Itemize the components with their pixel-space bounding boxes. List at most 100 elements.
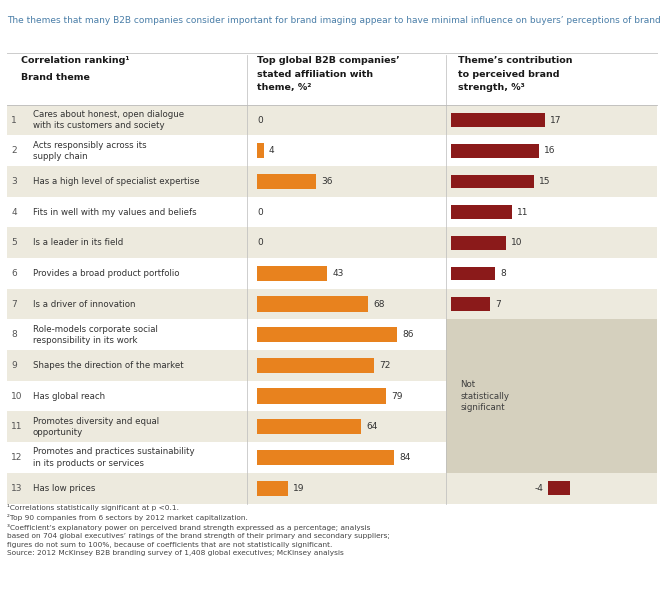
Text: 15: 15: [539, 177, 550, 186]
Bar: [7, 381, 248, 411]
Text: Provides a broad product portfolio: Provides a broad product portfolio: [33, 269, 179, 278]
Text: 86: 86: [402, 330, 414, 339]
Text: 1: 1: [11, 116, 17, 125]
Text: 7: 7: [495, 300, 501, 309]
Text: 5: 5: [11, 238, 17, 247]
Text: 11: 11: [11, 422, 23, 431]
Bar: [248, 258, 446, 289]
Text: Is a driver of innovation: Is a driver of innovation: [33, 300, 135, 309]
Bar: [248, 136, 446, 166]
Text: ¹Correlations statistically significant at p <0.1.
²Top 90 companies from 6 sect: ¹Correlations statistically significant …: [7, 504, 389, 556]
Bar: [248, 197, 446, 227]
Bar: [548, 481, 570, 495]
Text: 0: 0: [257, 207, 263, 216]
Bar: [7, 227, 248, 258]
Bar: [446, 227, 657, 258]
Bar: [451, 236, 506, 250]
Text: 12: 12: [11, 453, 23, 462]
Text: Correlation ranking¹: Correlation ranking¹: [21, 56, 129, 65]
Text: 84: 84: [399, 453, 410, 462]
Bar: [7, 258, 248, 289]
Bar: [446, 289, 657, 320]
Bar: [446, 473, 657, 504]
Bar: [248, 442, 446, 473]
Text: 0: 0: [257, 238, 263, 247]
Bar: [451, 174, 534, 188]
Text: Fits in well with my values and beliefs: Fits in well with my values and beliefs: [33, 207, 197, 216]
Text: Cares about honest, open dialogue
with its customers and society: Cares about honest, open dialogue with i…: [33, 110, 184, 130]
Bar: [7, 442, 248, 473]
Text: 2: 2: [11, 147, 17, 155]
Text: Promotes and practices sustainability
in its products or services: Promotes and practices sustainability in…: [33, 447, 195, 467]
Bar: [446, 105, 657, 136]
Bar: [248, 227, 446, 258]
Text: 10: 10: [11, 392, 23, 400]
Text: stated affiliation with: stated affiliation with: [257, 70, 373, 79]
Text: 8: 8: [500, 269, 506, 278]
Bar: [248, 289, 446, 320]
Text: 6: 6: [11, 269, 17, 278]
Text: 3: 3: [11, 177, 17, 186]
Text: Is a leader in its field: Is a leader in its field: [33, 238, 123, 247]
Bar: [7, 166, 248, 197]
Bar: [446, 136, 657, 166]
Bar: [7, 411, 248, 442]
Bar: [7, 350, 248, 381]
Text: 13: 13: [11, 484, 23, 493]
Bar: [257, 174, 316, 189]
Bar: [248, 381, 446, 411]
Text: Not
statistically
significant: Not statistically significant: [460, 380, 509, 412]
Bar: [248, 473, 446, 504]
Text: strength, %³: strength, %³: [457, 83, 525, 92]
Bar: [257, 143, 264, 159]
Bar: [257, 297, 368, 312]
Bar: [7, 197, 248, 227]
Bar: [257, 450, 394, 465]
Text: 19: 19: [293, 484, 305, 493]
Bar: [257, 481, 288, 496]
Text: Has low prices: Has low prices: [33, 484, 95, 493]
Text: Shapes the direction of the market: Shapes the direction of the market: [33, 361, 183, 370]
Text: 8: 8: [11, 330, 17, 339]
Bar: [7, 136, 248, 166]
Bar: [446, 258, 657, 289]
Text: Brand theme: Brand theme: [21, 74, 90, 83]
Text: 7: 7: [11, 300, 17, 309]
Bar: [451, 297, 489, 311]
Text: Has a high level of specialist expertise: Has a high level of specialist expertise: [33, 177, 199, 186]
Bar: [257, 327, 397, 343]
Text: 36: 36: [321, 177, 333, 186]
Bar: [248, 320, 446, 350]
Bar: [446, 197, 657, 227]
Text: Acts responsibly across its
supply chain: Acts responsibly across its supply chain: [33, 140, 146, 161]
Bar: [7, 473, 248, 504]
Bar: [451, 113, 544, 127]
Text: 17: 17: [550, 116, 561, 125]
Bar: [248, 166, 446, 197]
Text: 64: 64: [367, 422, 378, 431]
Bar: [257, 266, 327, 281]
Text: 11: 11: [517, 207, 529, 216]
Text: 4: 4: [269, 147, 274, 155]
Text: 9: 9: [11, 361, 17, 370]
Text: to perceived brand: to perceived brand: [457, 70, 559, 79]
Text: Theme’s contribution: Theme’s contribution: [457, 56, 572, 65]
Bar: [451, 144, 539, 157]
Text: 68: 68: [373, 300, 384, 309]
Text: 79: 79: [391, 392, 402, 400]
Bar: [7, 105, 248, 136]
Text: 10: 10: [511, 238, 523, 247]
Text: theme, %²: theme, %²: [257, 83, 311, 92]
Text: 72: 72: [380, 361, 391, 370]
Text: -4: -4: [535, 484, 544, 493]
Text: 4: 4: [11, 207, 17, 216]
Text: Top global B2B companies’: Top global B2B companies’: [257, 56, 400, 65]
Bar: [257, 358, 374, 373]
Bar: [451, 267, 495, 280]
Bar: [257, 419, 361, 435]
Text: Role-models corporate social
responsibility in its work: Role-models corporate social responsibil…: [33, 325, 157, 345]
Text: Promotes diversity and equal
opportunity: Promotes diversity and equal opportunity: [33, 417, 159, 437]
Bar: [248, 105, 446, 136]
Bar: [446, 166, 657, 197]
Bar: [7, 289, 248, 320]
